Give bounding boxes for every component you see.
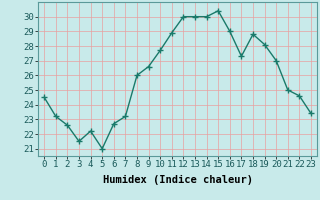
X-axis label: Humidex (Indice chaleur): Humidex (Indice chaleur) [103, 175, 252, 185]
